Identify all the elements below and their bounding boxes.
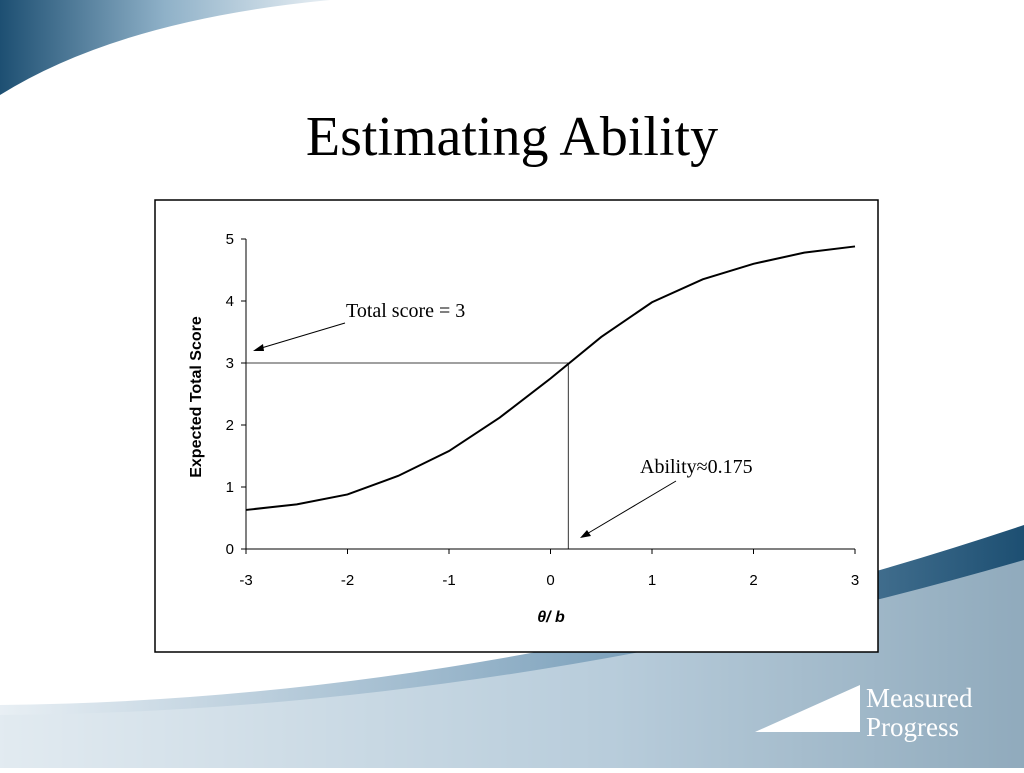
logo-sails bbox=[755, 685, 860, 732]
x-axis-label: θ/ b bbox=[537, 609, 565, 626]
y-axis-label: Expected Total Score bbox=[188, 316, 205, 478]
y-tick-label: 1 bbox=[226, 479, 234, 496]
curve bbox=[245, 245, 856, 511]
x-tick-label: 3 bbox=[851, 572, 859, 589]
arrow bbox=[257, 322, 346, 350]
bottom-swoosh-light bbox=[0, 560, 1024, 768]
logo-text: Progress bbox=[866, 712, 959, 742]
y-tick-label: 0 bbox=[226, 541, 234, 558]
x-tick-label: -1 bbox=[442, 572, 455, 589]
logo-text: Measured bbox=[866, 683, 973, 713]
slide-title: Estimating Ability bbox=[306, 106, 718, 168]
annotation: Total score = 3 bbox=[346, 300, 465, 322]
x-tick-label: 1 bbox=[648, 572, 656, 589]
annotation: Ability≈0.175 bbox=[640, 456, 753, 478]
x-tick-label: 0 bbox=[546, 572, 554, 589]
arrowhead bbox=[253, 344, 264, 351]
x-tick-label: 2 bbox=[749, 572, 757, 589]
y-tick-label: 3 bbox=[226, 355, 234, 372]
y-tick-label: 5 bbox=[226, 231, 234, 248]
plot: 0 1 2 3 4 5 -3 -2 -1 0 1 2 3 Expected Total Score θ/ b… bbox=[188, 231, 859, 626]
y-tick-label: 2 bbox=[226, 417, 234, 434]
arrow bbox=[584, 480, 677, 536]
y-tick-label: 4 bbox=[226, 293, 234, 310]
x-tick-label: -3 bbox=[239, 572, 252, 589]
top-swoosh bbox=[0, 0, 330, 95]
x-tick-label: -2 bbox=[341, 572, 354, 589]
arrowhead bbox=[580, 530, 591, 538]
chart-frame bbox=[154, 199, 879, 653]
